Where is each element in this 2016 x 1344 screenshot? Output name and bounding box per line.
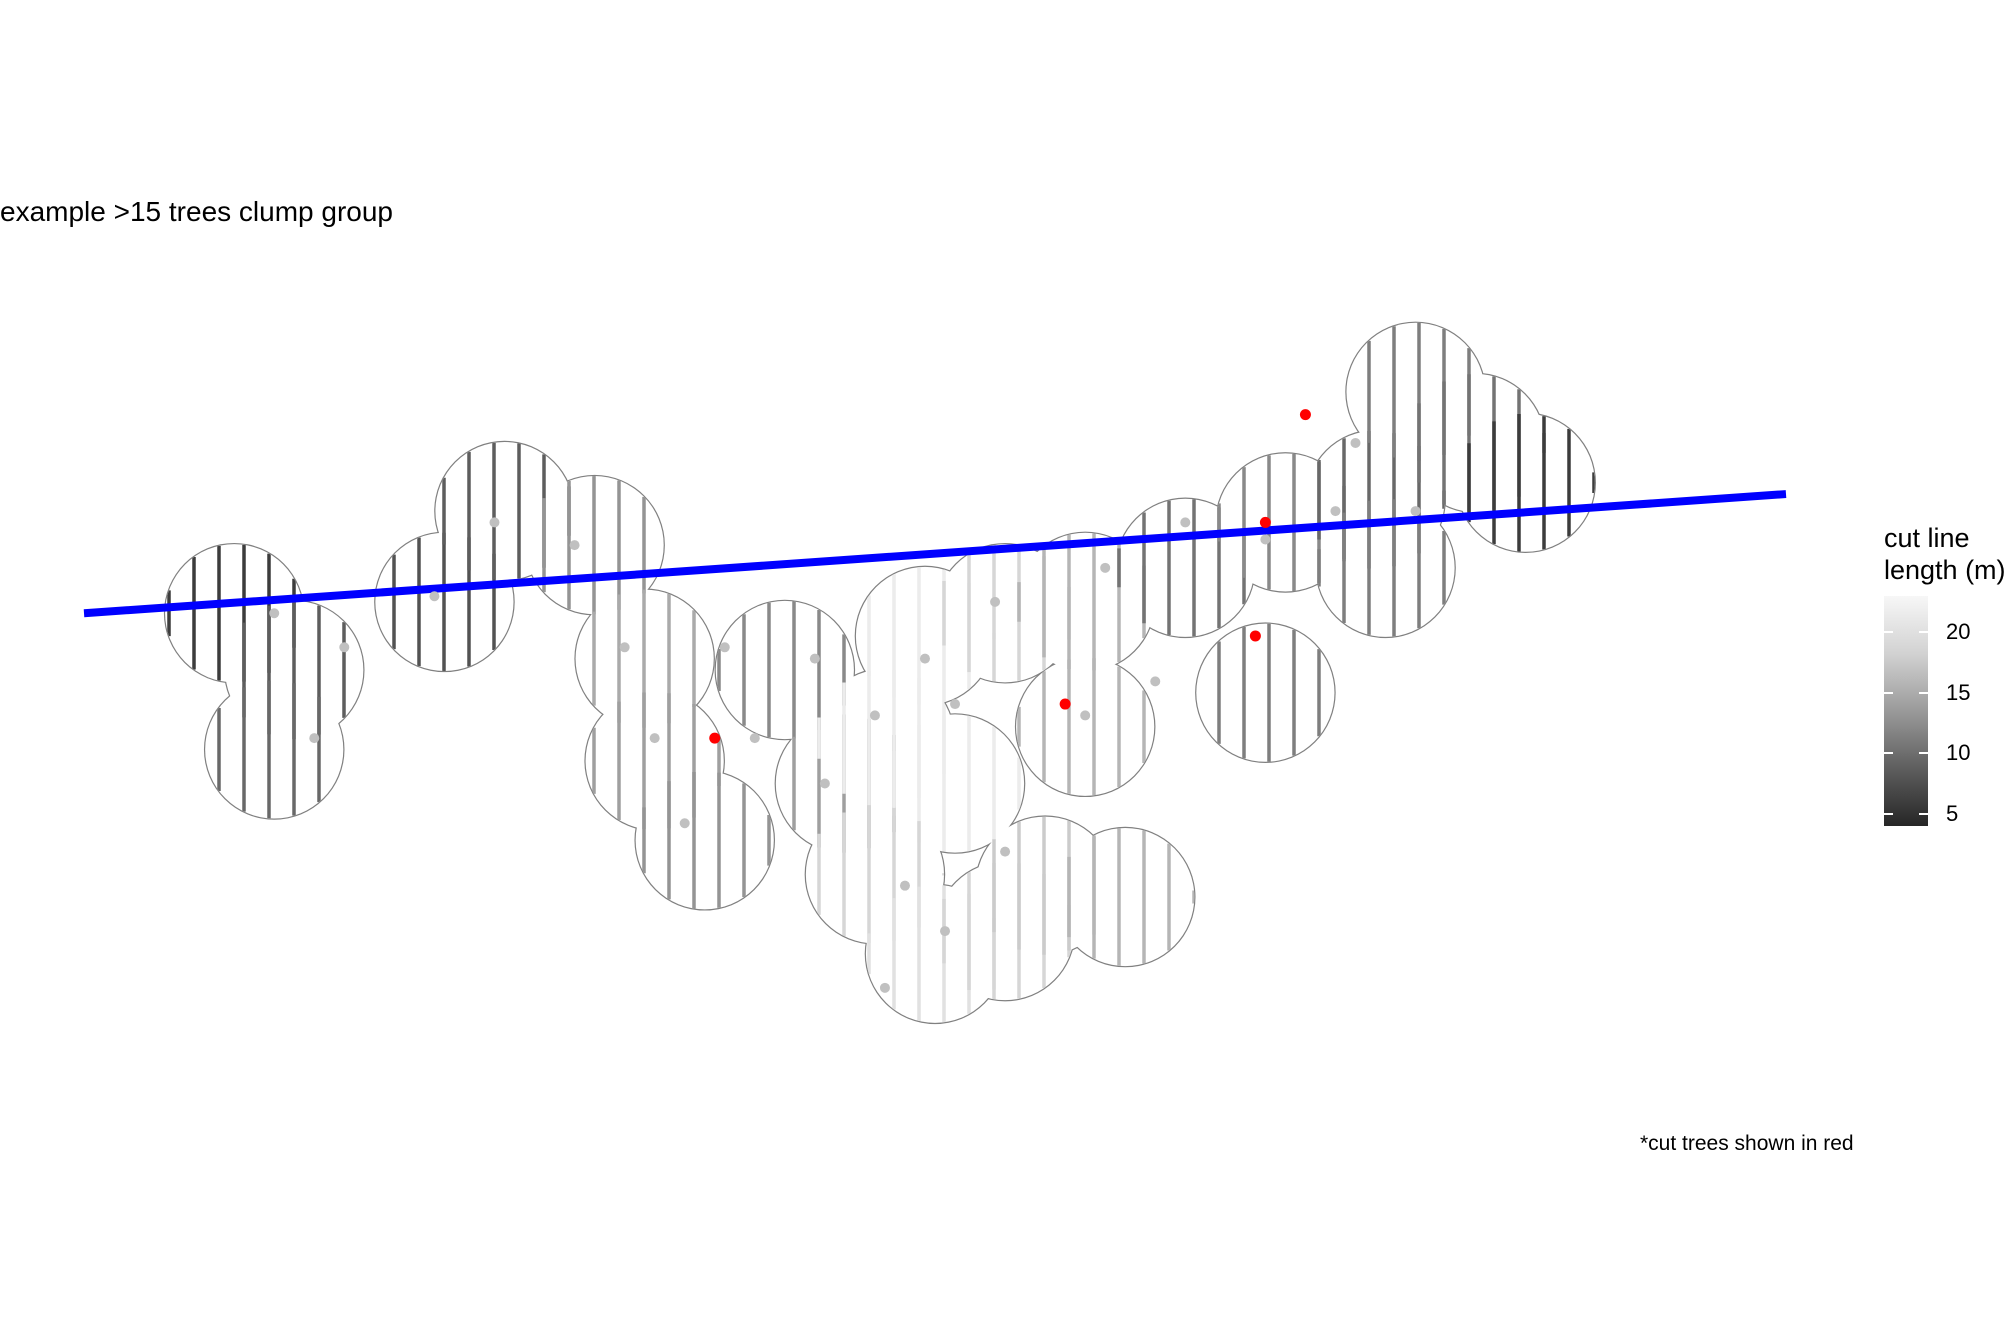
kept-tree-point (339, 642, 350, 653)
legend-tick (1884, 752, 1928, 755)
kept-tree-point (869, 710, 880, 721)
kept-tree-point (1080, 710, 1091, 721)
kept-tree-point (1260, 534, 1271, 545)
kept-tree-point (879, 982, 890, 993)
kept-tree-point (749, 733, 760, 744)
cut-tree-point (1259, 516, 1271, 528)
cut-line-hatching (167, 322, 1595, 1023)
kept-tree-point (1180, 517, 1191, 528)
legend-title-line2: length (m) (1884, 555, 2006, 585)
legend-title-line1: cut line (1884, 523, 1970, 553)
crown-fill (1056, 827, 1195, 967)
legend-tick (1884, 812, 1928, 815)
kept-tree-point (1350, 437, 1361, 448)
kept-tree-point (679, 818, 690, 829)
legend-tick-label: 10 (1946, 740, 1971, 766)
cut-tree-point (1249, 630, 1261, 642)
chart-caption: *cut trees shown in red (1640, 1132, 1854, 1155)
kept-tree-point (950, 699, 961, 710)
crown-fill (1196, 623, 1335, 762)
legend-tick-label: 20 (1946, 619, 1971, 645)
kept-tree-point (429, 591, 440, 602)
kept-tree-point (269, 608, 280, 619)
kept-tree-point (1330, 506, 1341, 517)
kept-tree-point (940, 926, 951, 937)
kept-trees (269, 437, 1421, 993)
crown-fill (205, 680, 344, 819)
kept-tree-point (649, 733, 660, 744)
kept-tree-point (619, 642, 630, 653)
kept-tree-point (899, 880, 910, 891)
kept-tree-point (719, 642, 730, 653)
kept-tree-point (990, 596, 1001, 607)
kept-tree-point (809, 653, 820, 664)
kept-tree-point (569, 540, 580, 551)
cut-tree-point (709, 732, 721, 744)
cut-line (83, 490, 1787, 618)
legend-tick (1884, 691, 1928, 694)
cut-tree-point (1299, 409, 1311, 421)
legend-colorbar (1884, 596, 1928, 826)
kept-tree-point (1150, 676, 1161, 687)
cut-trees (709, 409, 1311, 744)
kept-tree-point (1000, 846, 1011, 857)
kept-tree-point (309, 733, 320, 744)
legend-tick-label: 15 (1946, 679, 1971, 705)
kept-tree-point (1410, 506, 1421, 517)
kept-tree-point (1100, 562, 1111, 573)
crown-fills (165, 322, 1595, 1023)
cut-tree-point (1059, 698, 1071, 710)
crown-fill (1016, 657, 1155, 796)
crown-fill (635, 771, 774, 910)
legend-tick (1884, 631, 1928, 634)
crown-fill (1456, 413, 1595, 552)
chart-title: example >15 trees clump group (0, 196, 393, 227)
kept-tree-point (489, 517, 500, 528)
legend-tick-label: 5 (1946, 800, 1959, 826)
kept-tree-point (819, 778, 830, 789)
kept-tree-point (919, 653, 930, 664)
legend-title: cut line length (m) (1884, 522, 2006, 586)
